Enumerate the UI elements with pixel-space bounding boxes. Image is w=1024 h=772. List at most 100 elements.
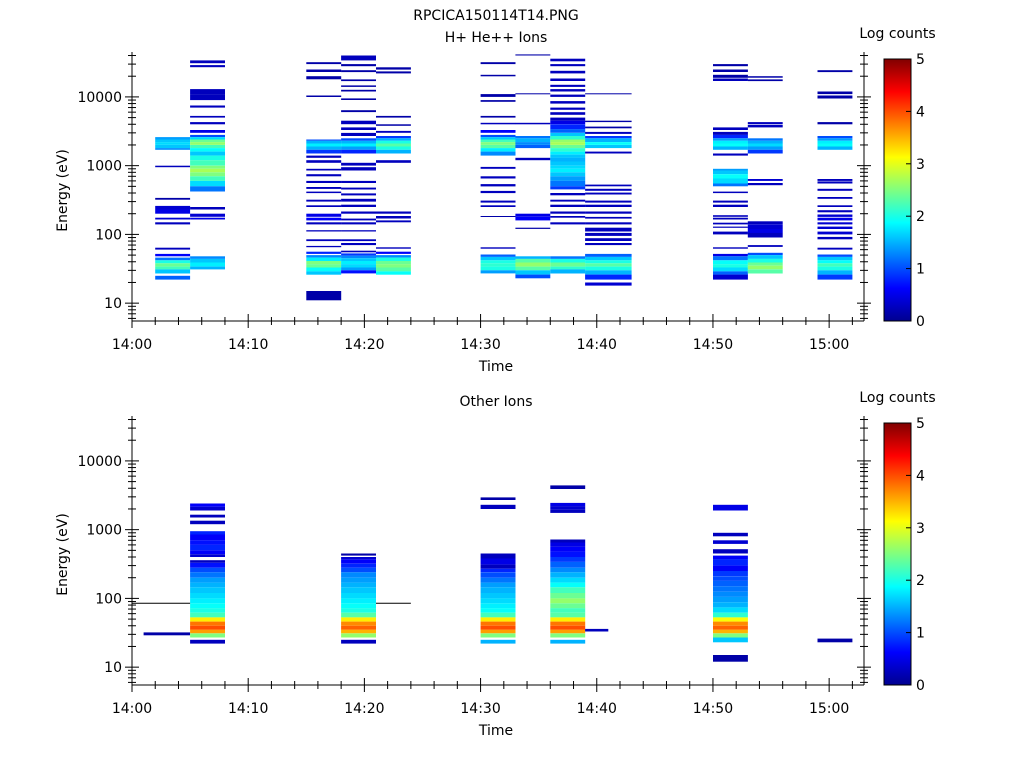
heatmap-cell	[341, 85, 376, 87]
heatmap-cell	[747, 125, 783, 128]
heatmap-cell	[190, 60, 225, 64]
heatmap-cell	[480, 263, 516, 267]
heatmap-cell	[190, 562, 225, 568]
heatmap-cell	[480, 151, 516, 156]
heatmap-cell	[480, 504, 516, 509]
heatmap-cell	[341, 270, 376, 274]
heatmap-cell	[550, 629, 586, 634]
heatmap-cell	[306, 160, 342, 163]
heatmap-cell	[155, 260, 191, 264]
heatmap-cell	[306, 261, 342, 265]
heatmap-cell	[190, 629, 225, 634]
heatmap-cell	[817, 266, 853, 271]
x-tick-label: 14:20	[344, 337, 384, 353]
heatmap-cell	[190, 186, 225, 192]
heatmap-cell	[713, 64, 748, 67]
heatmap-cell	[550, 204, 586, 207]
heatmap-cell	[550, 70, 586, 74]
heatmap-cell	[376, 136, 411, 139]
heatmap-cell	[550, 639, 586, 644]
heatmap-cell	[550, 547, 586, 552]
heatmap-cell	[550, 180, 586, 187]
y-axis-label: Energy (eV)	[55, 149, 71, 232]
heatmap-cell	[550, 161, 586, 166]
heatmap-cell	[713, 138, 748, 141]
heatmap-cell	[341, 258, 376, 261]
x-tick-label: 15:00	[809, 701, 849, 717]
heatmap-cell	[747, 146, 783, 150]
heatmap-cell	[550, 567, 586, 573]
heatmap-cell	[817, 70, 853, 73]
heatmap-cell	[190, 151, 225, 156]
heatmap-cell	[550, 561, 586, 568]
heatmap-cell	[747, 269, 783, 274]
heatmap-cell	[585, 243, 632, 246]
heatmap-cell	[306, 140, 342, 144]
heatmap-cell	[817, 222, 853, 225]
heatmap-cell	[155, 205, 191, 210]
heatmap-cell	[713, 602, 748, 608]
heatmap-cell	[341, 98, 376, 100]
heatmap-cell	[713, 168, 748, 171]
heatmap-cell	[550, 101, 586, 104]
heatmap-cell	[550, 593, 586, 599]
y-tick-label: 10	[104, 296, 122, 312]
heatmap-cell	[550, 148, 586, 152]
x-tick-label: 14:10	[228, 337, 268, 353]
heatmap-cell	[713, 183, 748, 187]
heatmap-cell	[190, 155, 225, 161]
heatmap-cell	[713, 565, 748, 571]
heatmap-cell	[155, 145, 191, 149]
heatmap-cell	[306, 62, 342, 65]
heatmap-cell	[480, 625, 516, 630]
heatmap-cell	[585, 151, 632, 154]
heatmap-cell	[341, 243, 376, 246]
heatmap-cell	[817, 231, 853, 235]
heatmap-cell	[341, 621, 376, 626]
x-tick-label: 14:30	[460, 701, 500, 717]
heatmap-cell	[713, 540, 748, 544]
heatmap-cell	[713, 607, 748, 613]
heatmap-cell	[480, 266, 516, 271]
heatmap-cell	[480, 564, 516, 569]
colorbar-tick-label: 1	[916, 262, 925, 278]
heatmap-cell	[306, 95, 342, 97]
heatmap-cell	[550, 58, 586, 62]
heatmap-cell	[550, 176, 586, 181]
colorbar-tick-label: 5	[916, 52, 925, 68]
heatmap-cell	[480, 148, 516, 152]
heatmap-cell	[341, 608, 376, 613]
heatmap-cell	[585, 274, 632, 280]
heatmap-cell	[190, 567, 225, 573]
heatmap-cell	[747, 224, 783, 229]
heatmap-cell	[376, 140, 411, 144]
heatmap-cell	[585, 145, 632, 149]
heatmap-cell	[341, 110, 376, 113]
heatmap-cell	[713, 559, 748, 566]
heatmap-cell	[306, 239, 342, 242]
heatmap-cell	[515, 213, 551, 217]
heatmap-cell	[585, 184, 632, 187]
heatmap-cell	[817, 263, 853, 267]
heatmap-cell	[341, 70, 376, 73]
heatmap-cell	[190, 540, 225, 545]
heatmap-cell	[190, 612, 225, 618]
heatmap-cell	[713, 580, 748, 587]
heatmap-cell	[585, 227, 632, 232]
heatmap-cell	[713, 204, 748, 207]
heatmap-cell	[480, 639, 516, 644]
heatmap-cell	[376, 257, 411, 261]
heatmap-cell	[480, 205, 516, 207]
heatmap-cell	[817, 270, 853, 275]
heatmap-cell	[713, 260, 748, 265]
heatmap-cell	[341, 55, 376, 61]
heatmap-cell	[550, 603, 586, 609]
heatmap-cell	[155, 217, 191, 220]
heatmap-cell	[341, 64, 376, 67]
heatmap-cell	[713, 591, 748, 597]
heatmap-cell	[480, 176, 516, 179]
heatmap-cell	[480, 568, 516, 573]
heatmap-cell	[190, 172, 225, 177]
heatmap-cell	[376, 138, 411, 141]
heatmap-cell	[341, 79, 376, 82]
